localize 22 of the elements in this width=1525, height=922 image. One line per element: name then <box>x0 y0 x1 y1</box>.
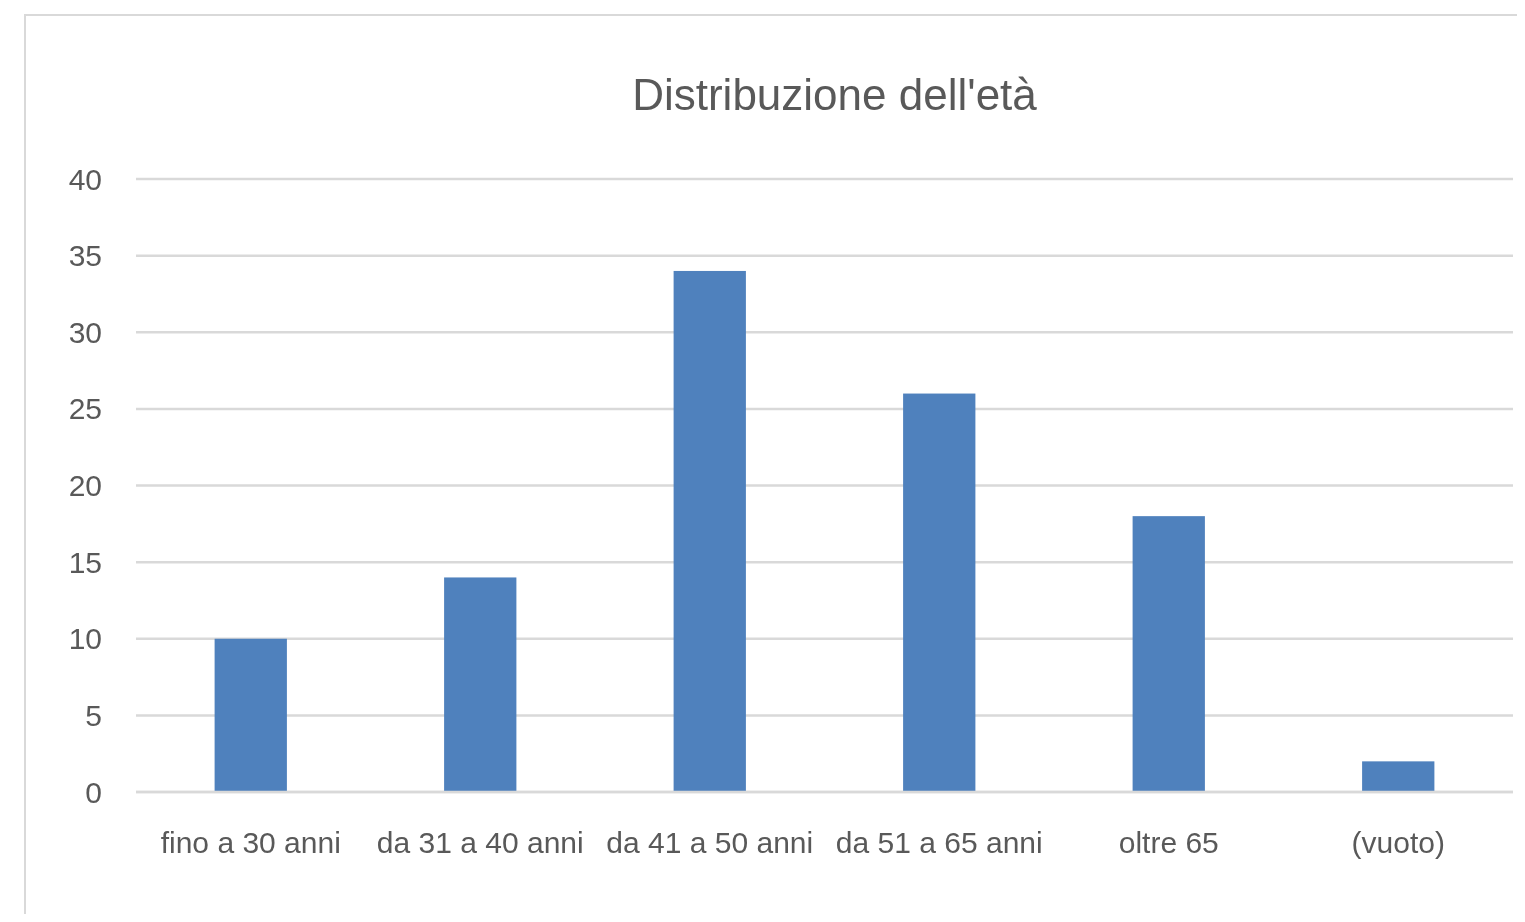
chart-title: Distribuzione dell'età <box>632 70 1038 119</box>
bar <box>903 393 976 792</box>
bar <box>214 638 287 792</box>
y-tick-label: 10 <box>68 622 102 656</box>
x-tick-label: da 51 a 65 anni <box>835 825 1043 859</box>
bar <box>1362 761 1435 792</box>
y-tick-label: 0 <box>85 775 102 809</box>
y-tick-label: 40 <box>68 162 102 196</box>
bar <box>444 577 517 792</box>
y-tick-label: 30 <box>68 315 102 349</box>
bar <box>1132 516 1205 792</box>
y-tick-label: 35 <box>68 239 102 273</box>
x-tick-label: da 31 a 40 anni <box>376 825 584 859</box>
x-tick-label: fino a 30 anni <box>160 825 341 859</box>
x-tick-label: da 41 a 50 anni <box>606 825 814 859</box>
y-tick-label: 20 <box>68 469 102 502</box>
x-tick-label: (vuoto) <box>1351 825 1445 859</box>
x-tick-label: oltre 65 <box>1118 825 1219 859</box>
bar <box>673 270 746 792</box>
y-tick-label: 5 <box>85 698 102 732</box>
y-tick-label: 25 <box>68 392 102 426</box>
y-tick-label: 15 <box>68 545 102 579</box>
